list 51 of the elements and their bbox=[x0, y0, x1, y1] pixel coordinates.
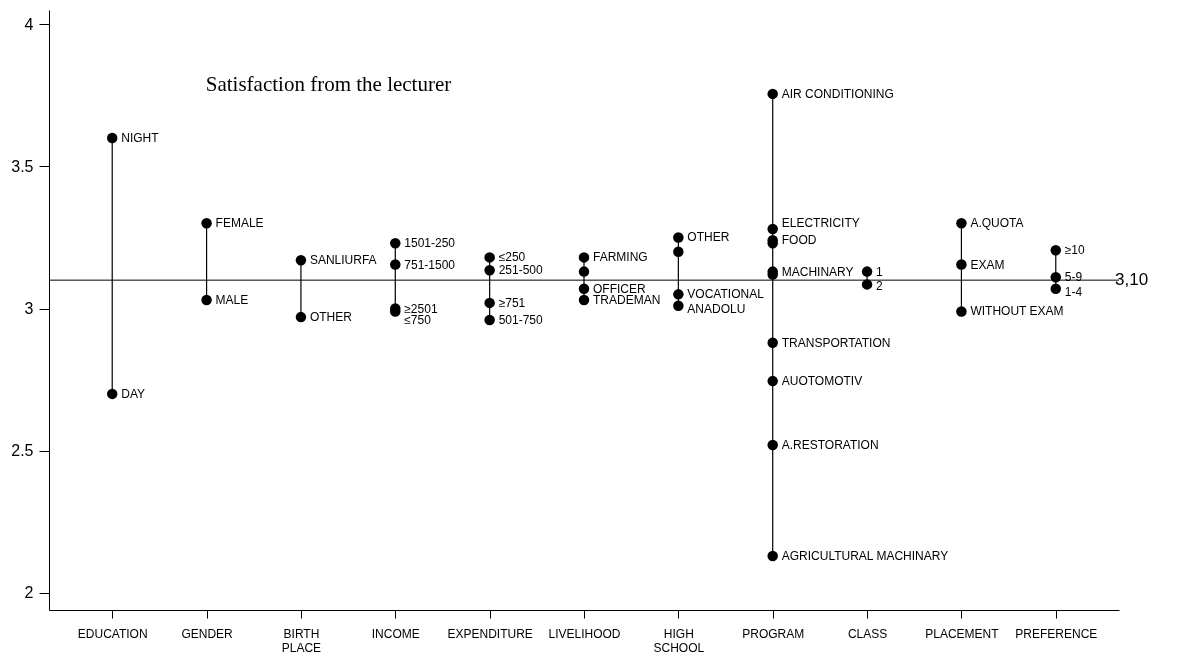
annotation: AGRICULTURAL MACHINARY bbox=[781, 548, 949, 563]
annotation: FARMING bbox=[593, 250, 648, 265]
annotation: VOCATIONAL bbox=[687, 287, 765, 302]
annotation: A.QUOTA bbox=[970, 216, 1024, 231]
annotation: FEMALE bbox=[215, 216, 264, 231]
x-tick-label: EXPENDITURE bbox=[447, 626, 533, 641]
x-tick-label: PREFERENCE bbox=[1015, 626, 1098, 641]
annotation: ≥751 bbox=[498, 295, 526, 310]
x-tick-label: GENDER bbox=[181, 626, 234, 641]
x-tick-label: CLASS bbox=[847, 626, 888, 641]
annotation: ANADOLU bbox=[687, 301, 746, 316]
annotation: MACHINARY bbox=[781, 264, 854, 279]
annotation: OFFICER bbox=[593, 281, 646, 296]
x-tick-label: PLACEMENT bbox=[925, 626, 1000, 641]
y-tick-label: 4 bbox=[24, 15, 34, 33]
annotation: OTHER bbox=[309, 310, 353, 325]
annotation: ≥10 bbox=[1064, 243, 1086, 258]
x-tick-label: HIGH SCHOOL bbox=[653, 626, 705, 655]
annotation: 751-1500 bbox=[404, 257, 456, 272]
annotation: 501-750 bbox=[498, 312, 544, 327]
annotation: ELECTRICITY bbox=[781, 216, 860, 231]
annotation: EXAM bbox=[970, 257, 1005, 272]
x-tick-label: INCOME bbox=[371, 626, 420, 641]
annotation: SANLIURFA bbox=[309, 253, 377, 268]
y-tick-label: 2 bbox=[24, 584, 34, 602]
annotation: 1-4 bbox=[1064, 284, 1083, 299]
x-tick-label: LIVELIHOOD bbox=[548, 626, 621, 641]
annotation: WITHOUT EXAM bbox=[970, 304, 1064, 319]
y-tick-label: 3.5 bbox=[11, 157, 34, 175]
annotation: TRADEMAN bbox=[593, 293, 661, 308]
annotation: 251-500 bbox=[498, 263, 544, 278]
y-tick-label: 2.5 bbox=[11, 442, 34, 460]
x-tick-label: EDUCATION bbox=[77, 626, 148, 641]
annotation: MALE bbox=[215, 293, 249, 308]
annotation: AUOTOMOTIV bbox=[781, 374, 863, 389]
text: Satisfaction from the lecturer bbox=[205, 72, 452, 96]
x-tick-label: PROGRAM bbox=[742, 626, 805, 641]
annotation: A.RESTORATION bbox=[781, 438, 879, 453]
annotation: NIGHT bbox=[121, 130, 160, 145]
annotation: FOOD bbox=[781, 233, 817, 248]
annotation: DAY bbox=[121, 386, 146, 401]
annotation: OTHER bbox=[687, 230, 730, 245]
x-tick-label: BIRTH PLACE bbox=[281, 626, 322, 655]
annotation: 2 bbox=[876, 278, 884, 293]
annotation: TRANSPORTATION bbox=[781, 335, 891, 350]
y-tick-label: 3 bbox=[24, 300, 34, 318]
annotation: ≤250 bbox=[498, 250, 526, 265]
annotation: 1501-250 bbox=[404, 236, 456, 251]
annotation: AIR CONDITIONING bbox=[781, 86, 894, 101]
ref-line-label: 3,10 bbox=[1115, 270, 1149, 290]
annotation: 1 bbox=[876, 264, 884, 279]
